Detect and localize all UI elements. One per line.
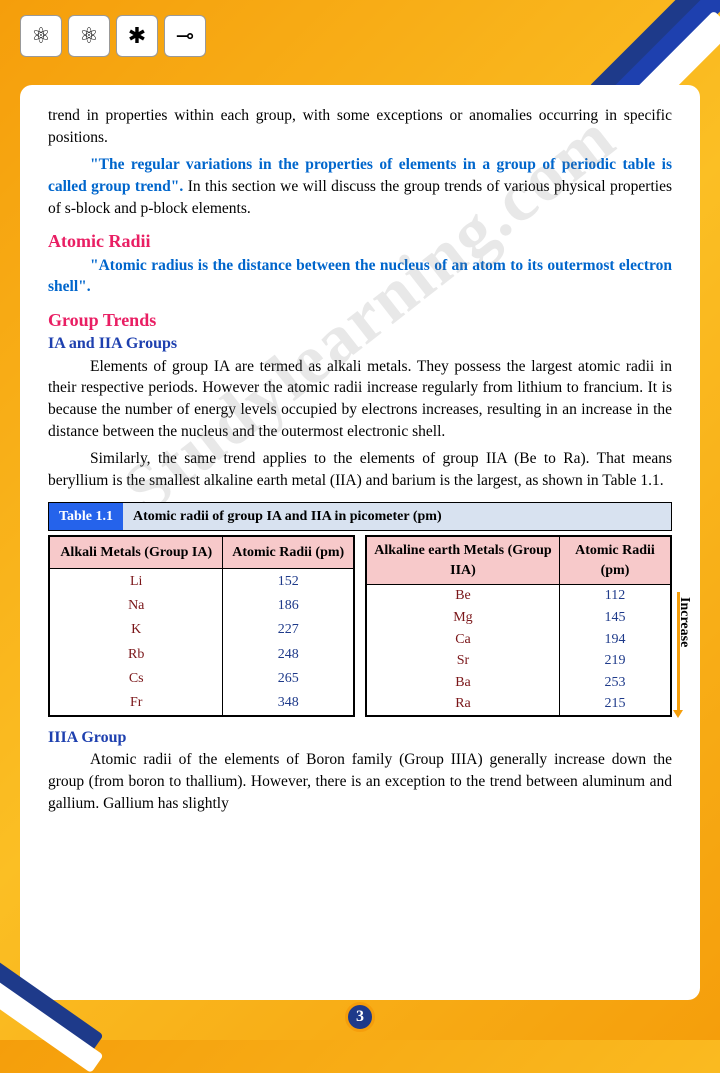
atomic-quote: "Atomic radius is the distance between t… xyxy=(48,255,672,298)
atom-icon: ⚛ xyxy=(68,15,110,57)
table-right: Alkaline earth Metals (Group IIA)Atomic … xyxy=(365,535,672,717)
table-caption: Atomic radii of group IA and IIA in pico… xyxy=(123,503,671,531)
table-1-1: Table 1.1 Atomic radii of group IA and I… xyxy=(48,502,672,717)
ia-iia-heading: IA and IIA Groups xyxy=(48,333,672,355)
intro-text: trend in properties within each group, w… xyxy=(48,105,672,148)
intro-quote: "The regular variations in the propertie… xyxy=(48,154,672,219)
table-left: Alkali Metals (Group IA)Atomic Radii (pm… xyxy=(48,535,355,717)
trends-p2: Similarly, the same trend applies to the… xyxy=(48,448,672,491)
increase-label: Increase xyxy=(674,597,694,647)
page-content: Studylearning.com trend in properties wi… xyxy=(20,85,700,1000)
header-icons: ⚛ ⚛ ✱ ⊸ xyxy=(20,15,206,57)
trends-p1: Elements of group IA are termed as alkal… xyxy=(48,356,672,443)
chain-icon: ⊸ xyxy=(164,15,206,57)
page-number: 3 xyxy=(345,1002,375,1032)
iiia-heading: IIIA Group xyxy=(48,727,672,749)
molecule-icon: ⚛ xyxy=(20,15,62,57)
group-trends-heading: Group Trends xyxy=(48,308,672,333)
table-badge: Table 1.1 xyxy=(49,503,123,531)
iiia-p: Atomic radii of the elements of Boron fa… xyxy=(48,749,672,814)
bottom-decoration xyxy=(0,980,160,1040)
atomic-radii-heading: Atomic Radii xyxy=(48,229,672,254)
network-icon: ✱ xyxy=(116,15,158,57)
